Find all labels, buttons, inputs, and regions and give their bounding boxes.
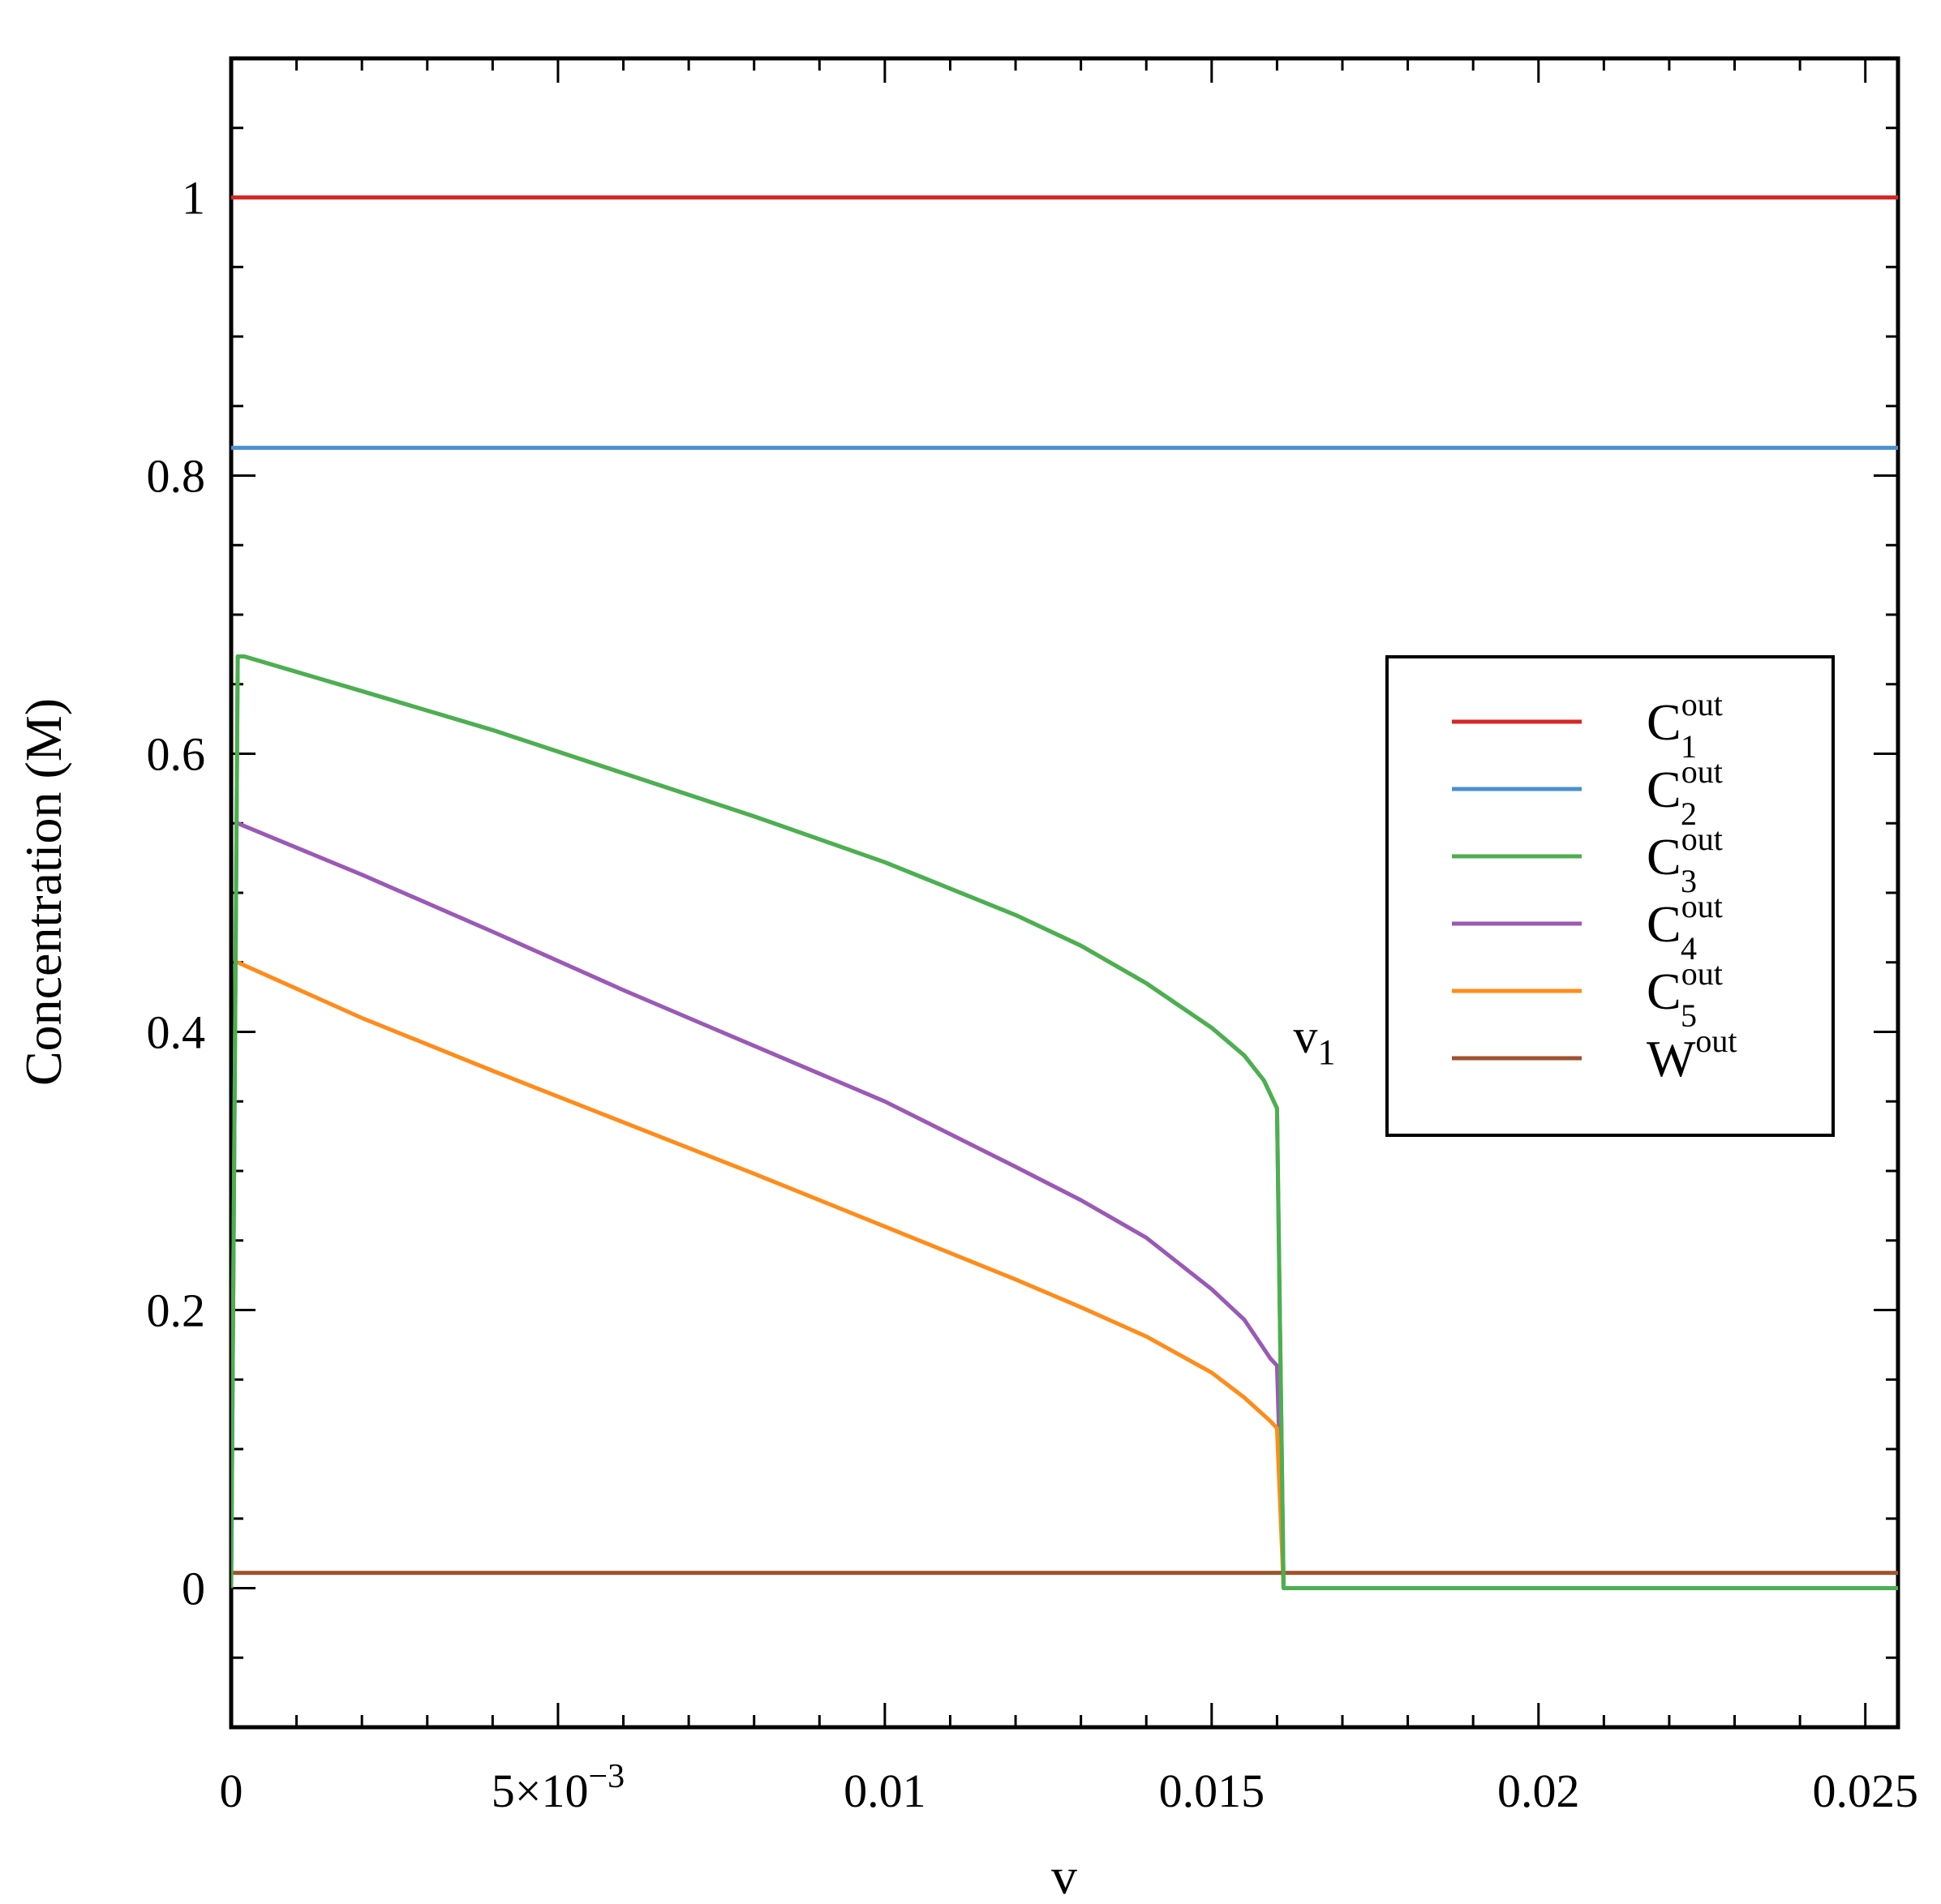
series-line-C5out xyxy=(237,960,1286,1589)
y-tick-label: 0.2 xyxy=(147,1284,206,1337)
x-tick-label: 0 xyxy=(220,1765,243,1817)
series-line-C3out-overlay xyxy=(231,654,1898,1590)
legend-label: Cout 4 xyxy=(1647,888,1723,967)
axis-ticks: 0 5×10−3 0.01 0.015 0.02 0.025 0 0.2 0.4 0.6 0.8 1 xyxy=(147,57,1918,1817)
x-tick-label: 5×10−3 xyxy=(492,1758,625,1817)
annotation-label: v1 xyxy=(1294,1010,1336,1072)
x-axis-title: v xyxy=(1051,1847,1077,1904)
x-tick-label: 0.02 xyxy=(1497,1765,1580,1817)
y-tick-label: 0 xyxy=(182,1563,205,1615)
x-tick-label: 0.025 xyxy=(1812,1765,1918,1817)
y-axis-title: Concentration (M) xyxy=(15,698,72,1086)
legend-label: Cout 5 xyxy=(1647,955,1723,1034)
y-tick-label: 1 xyxy=(182,172,205,225)
legend-label: Cout 3 xyxy=(1647,821,1723,899)
y-tick-label: 0.4 xyxy=(147,1006,206,1059)
y-tick-label: 0.6 xyxy=(147,728,206,781)
y-tick-label: 0.8 xyxy=(147,450,206,503)
legend-label: Cout 1 xyxy=(1647,686,1723,765)
legend-box xyxy=(1385,655,1835,1137)
x-tick-label: 0.015 xyxy=(1159,1765,1265,1817)
legend-label: Cout 2 xyxy=(1647,753,1723,832)
series-line-C4out xyxy=(237,821,1286,1589)
x-tick-label: 0.01 xyxy=(844,1765,926,1817)
annotation-layer: v1 xyxy=(1294,1010,1336,1072)
legend-label: Wout xyxy=(1647,1023,1737,1087)
series-layer xyxy=(231,195,1898,1590)
